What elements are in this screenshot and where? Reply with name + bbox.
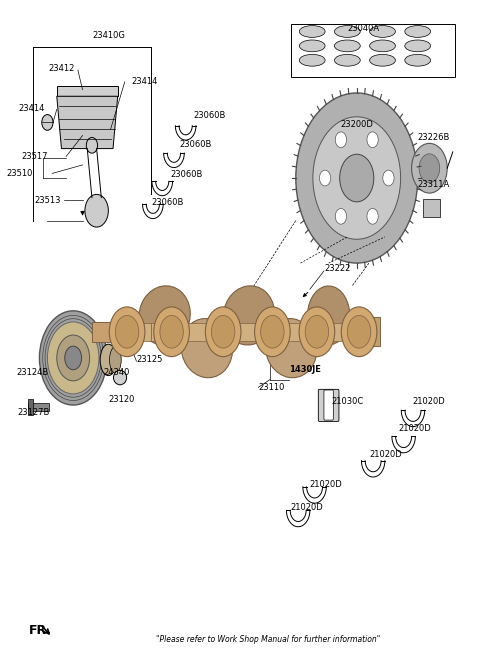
Text: 23510: 23510 — [6, 169, 33, 178]
Circle shape — [383, 170, 394, 186]
Circle shape — [205, 307, 241, 357]
Text: 23414: 23414 — [19, 104, 45, 113]
Bar — [113, 323, 151, 341]
Text: 23200D: 23200D — [340, 120, 373, 129]
Text: 23412: 23412 — [48, 64, 75, 74]
Ellipse shape — [370, 40, 396, 52]
Bar — [291, 24, 455, 77]
Text: FR.: FR. — [29, 624, 52, 637]
Circle shape — [419, 154, 440, 183]
Circle shape — [57, 335, 90, 381]
Bar — [28, 403, 49, 411]
Bar — [423, 199, 440, 217]
Circle shape — [261, 315, 284, 348]
Circle shape — [65, 346, 82, 370]
Circle shape — [341, 307, 377, 357]
Text: 23414: 23414 — [132, 78, 158, 86]
Bar — [329, 323, 375, 341]
Text: 23120: 23120 — [108, 395, 135, 403]
Circle shape — [336, 132, 347, 148]
Text: 23110: 23110 — [258, 383, 285, 392]
Text: 21020D: 21020D — [290, 503, 323, 512]
Circle shape — [305, 315, 329, 348]
Circle shape — [48, 322, 99, 394]
Text: 24340: 24340 — [104, 369, 130, 378]
FancyBboxPatch shape — [318, 390, 339, 421]
Circle shape — [319, 170, 331, 186]
Circle shape — [160, 315, 183, 348]
Bar — [151, 323, 207, 341]
Circle shape — [367, 208, 378, 224]
Ellipse shape — [405, 26, 431, 37]
Ellipse shape — [109, 347, 121, 373]
Circle shape — [39, 311, 107, 405]
Bar — [92, 322, 118, 342]
Ellipse shape — [113, 371, 127, 385]
Text: 23124B: 23124B — [16, 369, 48, 378]
Text: 21020D: 21020D — [370, 449, 403, 459]
Ellipse shape — [335, 55, 360, 66]
Text: 23222: 23222 — [325, 264, 351, 273]
Polygon shape — [57, 87, 118, 97]
Text: 1430JE: 1430JE — [289, 365, 321, 374]
Circle shape — [367, 132, 378, 148]
Ellipse shape — [405, 55, 431, 66]
Text: 23060B: 23060B — [193, 111, 226, 120]
Text: 23226B: 23226B — [418, 133, 450, 142]
Text: 23060B: 23060B — [180, 139, 212, 148]
Text: 23410G: 23410G — [92, 31, 125, 40]
Polygon shape — [57, 97, 118, 148]
Ellipse shape — [308, 286, 350, 345]
Circle shape — [411, 143, 447, 193]
Circle shape — [254, 307, 290, 357]
Text: 23060B: 23060B — [152, 198, 184, 208]
Ellipse shape — [370, 26, 396, 37]
Bar — [28, 399, 33, 415]
FancyBboxPatch shape — [324, 390, 333, 420]
Ellipse shape — [265, 319, 317, 378]
Text: 21020D: 21020D — [412, 397, 445, 406]
Bar — [268, 323, 329, 341]
Ellipse shape — [335, 40, 360, 52]
Circle shape — [42, 114, 53, 130]
Text: 21030C: 21030C — [331, 397, 363, 406]
Text: 23517: 23517 — [22, 152, 48, 161]
Circle shape — [299, 307, 335, 357]
Circle shape — [154, 307, 190, 357]
Text: 23060B: 23060B — [170, 170, 203, 179]
Circle shape — [85, 194, 108, 227]
Text: 23040A: 23040A — [348, 24, 380, 34]
Circle shape — [115, 315, 139, 348]
Ellipse shape — [300, 26, 325, 37]
Circle shape — [86, 137, 97, 153]
Circle shape — [340, 154, 374, 202]
Ellipse shape — [223, 286, 275, 345]
Text: "Please refer to Work Shop Manual for further information": "Please refer to Work Shop Manual for fu… — [156, 635, 380, 644]
Text: 21020D: 21020D — [309, 480, 342, 489]
Ellipse shape — [370, 55, 396, 66]
Ellipse shape — [100, 344, 117, 376]
Circle shape — [109, 307, 145, 357]
Circle shape — [212, 315, 235, 348]
Circle shape — [336, 208, 347, 224]
Circle shape — [348, 315, 371, 348]
Text: 23311A: 23311A — [418, 180, 450, 189]
Circle shape — [296, 93, 418, 263]
Ellipse shape — [139, 286, 190, 345]
Ellipse shape — [181, 319, 232, 378]
Ellipse shape — [335, 26, 360, 37]
Ellipse shape — [405, 40, 431, 52]
Circle shape — [313, 117, 401, 239]
Bar — [352, 317, 380, 346]
Text: 23125: 23125 — [136, 355, 163, 365]
Text: 21020D: 21020D — [398, 424, 431, 433]
Text: 23513: 23513 — [34, 196, 60, 205]
Ellipse shape — [300, 55, 325, 66]
Text: 23127B: 23127B — [17, 408, 49, 417]
Bar — [207, 323, 268, 341]
Ellipse shape — [300, 40, 325, 52]
